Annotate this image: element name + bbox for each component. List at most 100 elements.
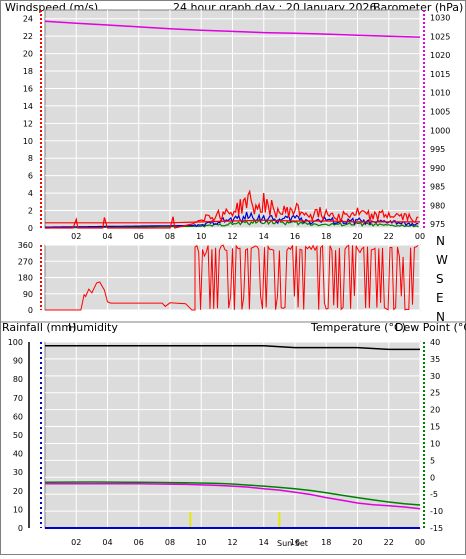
barometer-y-tick-label: 985 bbox=[430, 183, 445, 192]
series-barometer bbox=[44, 20, 421, 38]
temperature-y-tick-label: 30 bbox=[430, 372, 440, 381]
series-wind-gust bbox=[45, 189, 419, 229]
barometer-y-tick-label: 1005 bbox=[430, 107, 450, 116]
humidity-y-tick-label: 50 bbox=[13, 431, 23, 440]
temp-x-tick-label: 10 bbox=[196, 538, 206, 547]
direction-y-tick-label: 90 bbox=[23, 290, 33, 299]
wind-x-tick-label: 20 bbox=[352, 232, 362, 241]
direction-y-tick-label: 180 bbox=[18, 274, 33, 283]
wind-y-tick-label: 2 bbox=[28, 207, 33, 216]
temperature-humidity-chart: -15 -10 -5 0 5 10 15 20 25 30 35 40 0 10 20 30 40 50 60 70 8… bbox=[8, 338, 443, 547]
humidity-y-tick-label: 20 bbox=[13, 487, 23, 496]
temp-x-tick-label: 02 bbox=[71, 538, 81, 547]
barometer-y-tick-label: 1030 bbox=[430, 14, 450, 23]
compass-letter: S bbox=[436, 272, 444, 286]
series-wind-avg bbox=[45, 219, 420, 224]
temperature-y-tick-label: 20 bbox=[430, 406, 440, 415]
barometer-y-tick-label: 1020 bbox=[430, 51, 450, 60]
wind-y-tick-label: 4 bbox=[28, 189, 33, 198]
barometer-y-tick-label: 1025 bbox=[430, 32, 450, 41]
compass-letter: N bbox=[436, 310, 445, 324]
wind-x-tick-label: 06 bbox=[134, 232, 144, 241]
temperature-y-tick-label: 5 bbox=[430, 456, 435, 465]
humidity-y-tick-label: 80 bbox=[13, 375, 23, 384]
series-dewpoint bbox=[45, 482, 421, 510]
temperature-y-tick-label: 25 bbox=[430, 389, 440, 398]
rainfall-axis-label: Rainfall (mm) bbox=[2, 321, 76, 334]
humidity-y-tick-label: 70 bbox=[13, 394, 23, 403]
barometer-y-tick-label: 995 bbox=[430, 145, 445, 154]
wind-y-tick-label: 8 bbox=[28, 154, 33, 163]
wind-x-tick-label: 04 bbox=[102, 232, 112, 241]
barometer-y-tick-label: 990 bbox=[430, 164, 445, 173]
wind-y-tick-label: 18 bbox=[23, 67, 33, 76]
temp-x-tick-label: 20 bbox=[352, 538, 362, 547]
temperature-y-tick-label: -10 bbox=[430, 507, 443, 516]
temp-x-tick-label: 12 bbox=[227, 538, 237, 547]
wind-y-tick-label: 14 bbox=[23, 102, 33, 111]
temperature-y-tick-label: 35 bbox=[430, 355, 440, 364]
wind-y-tick-label: 6 bbox=[28, 172, 33, 181]
wind-x-tick-label: 02 bbox=[71, 232, 81, 241]
humidity-y-tick-label: 40 bbox=[13, 450, 23, 459]
humidity-y-tick-label: 0 bbox=[18, 524, 23, 533]
humidity-y-tick-label: 90 bbox=[13, 357, 23, 366]
barometer-y-tick-label: 975 bbox=[430, 220, 445, 229]
wind-x-tick-label: 08 bbox=[165, 232, 175, 241]
temperature-y-tick-label: -5 bbox=[430, 490, 438, 499]
wind-x-tick-label: 22 bbox=[384, 232, 394, 241]
temp-x-tick-label: 22 bbox=[384, 538, 394, 547]
wind-y-tick-label: 24 bbox=[23, 15, 33, 24]
temp-x-tick-label: 14 bbox=[259, 538, 269, 547]
wind-x-tick-label: 18 bbox=[321, 232, 331, 241]
temp-x-tick-label: 06 bbox=[134, 538, 144, 547]
wind-x-tick-label: 12 bbox=[227, 232, 237, 241]
wind-y-tick-label: 12 bbox=[23, 119, 33, 128]
sunset-marker-label: Sun Set bbox=[277, 539, 308, 548]
humidity-y-tick-label: 60 bbox=[13, 412, 23, 421]
barometer-y-tick-label: 1015 bbox=[430, 70, 450, 79]
temperature-y-tick-label: 40 bbox=[430, 338, 440, 347]
wind-y-tick-label: 0 bbox=[28, 224, 33, 233]
wind-x-tick-label: 00 bbox=[415, 232, 425, 241]
series-temperature bbox=[44, 481, 421, 506]
wind-y-tick-label: 20 bbox=[23, 50, 33, 59]
series-direction bbox=[45, 244, 419, 311]
compass-letter: W bbox=[436, 253, 448, 267]
direction-y-tick-label: 0 bbox=[28, 306, 33, 315]
wind-barometer-chart: 0246810121416182022249759809859909951000… bbox=[23, 9, 450, 241]
temperature-y-tick-label: -15 bbox=[430, 524, 443, 533]
humidity-axis-label: Humidity bbox=[68, 321, 118, 334]
wind-x-tick-label: 14 bbox=[259, 232, 269, 241]
temperature-y-tick-label: 10 bbox=[430, 439, 440, 448]
temp-x-tick-label: 08 bbox=[165, 538, 175, 547]
humidity-y-tick-label: 100 bbox=[8, 338, 23, 347]
wind-x-tick-label: 16 bbox=[290, 232, 300, 241]
temp-x-tick-label: 04 bbox=[102, 538, 112, 547]
direction-y-tick-label: 270 bbox=[18, 257, 33, 266]
barometer-y-tick-label: 1010 bbox=[430, 89, 450, 98]
temp-x-tick-label: 00 bbox=[415, 538, 425, 547]
wind-x-tick-label: 10 bbox=[196, 232, 206, 241]
barometer-y-tick-label: 1000 bbox=[430, 126, 450, 135]
wind-direction-chart: 0 90 180 270 360 bbox=[18, 241, 421, 315]
compass-letter: N bbox=[436, 234, 445, 248]
barometer-y-tick-label: 980 bbox=[430, 201, 445, 210]
series-humidity bbox=[45, 344, 420, 351]
temperature-y-tick-label: 0 bbox=[430, 473, 435, 482]
humidity-y-tick-label: 30 bbox=[13, 468, 23, 477]
dewpoint-axis-label: Dew Point (°C) bbox=[395, 321, 466, 334]
wind-y-tick-label: 22 bbox=[23, 32, 33, 41]
temp-x-tick-label: 18 bbox=[321, 538, 331, 547]
wind-y-tick-label: 10 bbox=[23, 137, 33, 146]
temp-x-tick-label: 16 bbox=[290, 538, 300, 547]
direction-y-tick-label: 360 bbox=[18, 241, 33, 250]
temperature-axis-label: Temperature (°C) bbox=[310, 321, 406, 334]
compass-letter: E bbox=[436, 291, 444, 305]
humidity-y-tick-label: 10 bbox=[13, 505, 23, 514]
temperature-y-tick-label: 15 bbox=[430, 423, 440, 432]
wind-y-tick-label: 16 bbox=[23, 84, 33, 93]
